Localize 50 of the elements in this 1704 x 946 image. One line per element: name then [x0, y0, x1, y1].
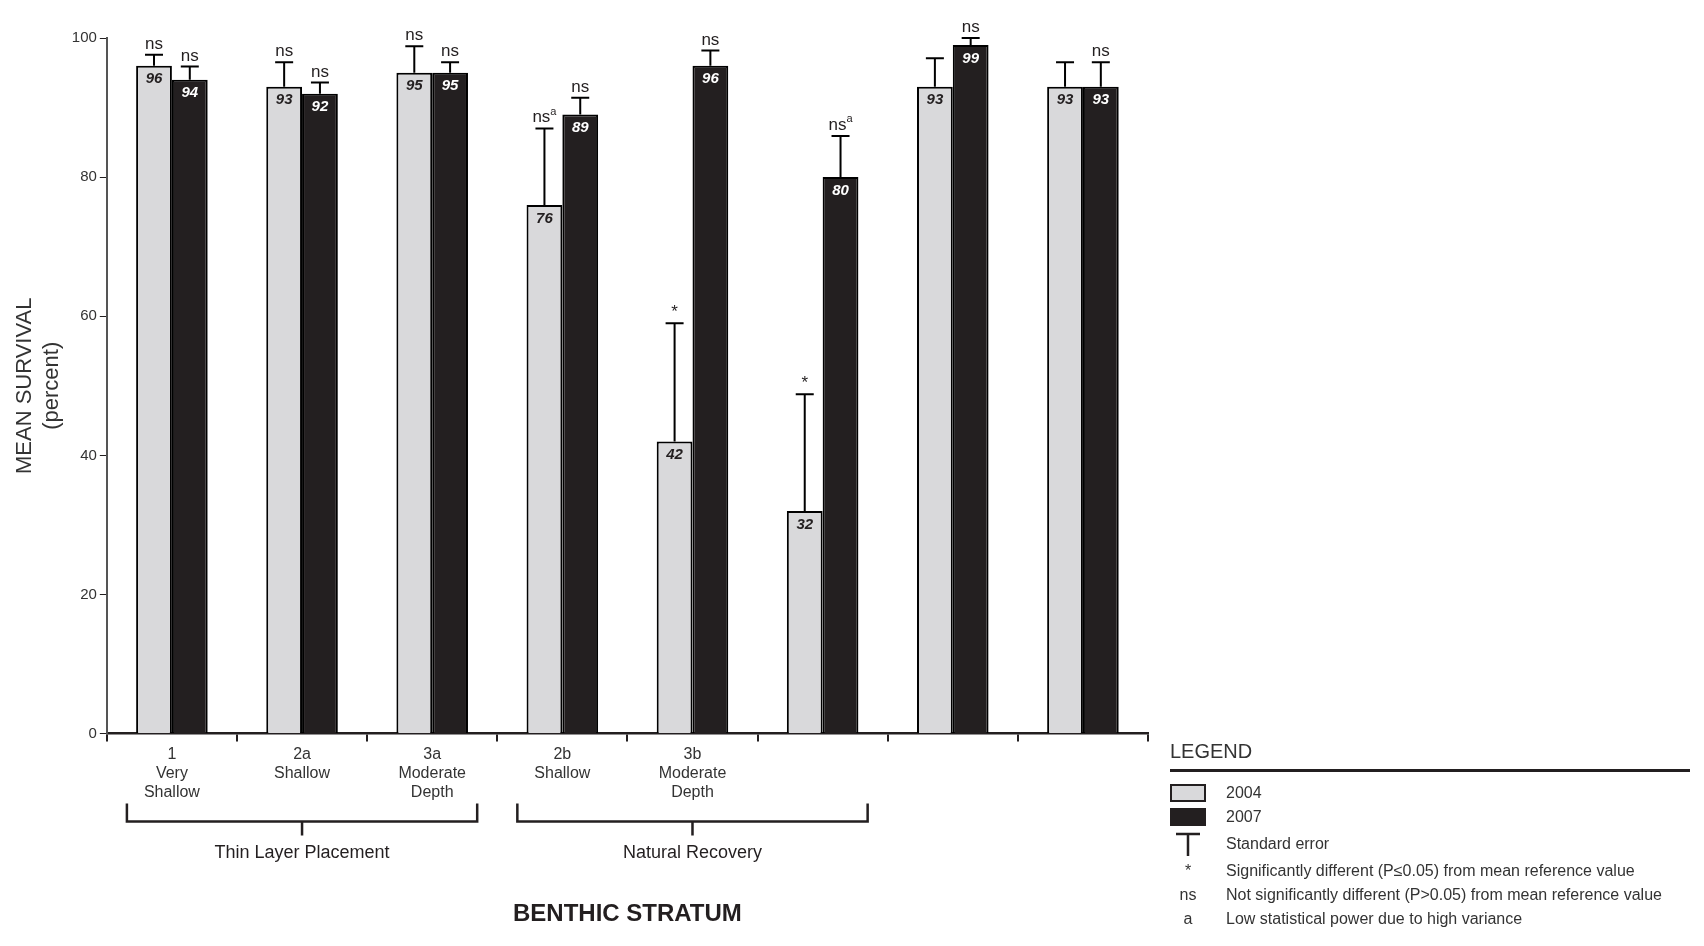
data-label: 95: [405, 76, 424, 94]
y-tick-label: 40: [80, 445, 97, 463]
annotation: ns: [310, 61, 329, 81]
legend-title: LEGEND: [1170, 740, 1690, 772]
data-label: 95: [441, 76, 460, 94]
data-label: 93: [1056, 90, 1075, 108]
data-label: 92: [311, 97, 329, 115]
data-label: 80: [832, 180, 850, 198]
x-tick-label: 3a Moderate Depth: [398, 744, 467, 801]
text: a Low statistical power due to high variance: [1183, 910, 1523, 927]
data-label: 93: [275, 90, 294, 108]
x-axis-title: BENTHIC STRATUM: [512, 899, 742, 927]
text: ns: [961, 17, 980, 36]
annotation: ns: [145, 33, 163, 53]
y-tick-label: 60: [80, 306, 97, 324]
x-tick-label: 2a Shallow: [274, 744, 331, 781]
text: Thin Layer Placement: [214, 841, 390, 862]
annotation: ns: [441, 41, 460, 61]
annotation: ns: [571, 76, 590, 96]
data-label: 93: [1092, 90, 1110, 108]
y-tick-label: 100: [71, 28, 97, 46]
y-axis-title: MEAN SURVIVAL (percent): [11, 297, 63, 475]
text: ns Not significantly different (P>0.05) from mean reference value: [1179, 886, 1662, 903]
data-label: 76: [536, 208, 554, 226]
y-tick-label: 0: [88, 723, 97, 741]
text: Standard error: [1226, 835, 1330, 853]
annotation: ns: [701, 29, 720, 49]
data-label: 32: [796, 514, 814, 532]
data-label: 42: [665, 445, 684, 463]
x-tick-label: 3b Moderate Depth: [658, 744, 727, 801]
annotation: ns: [1091, 41, 1110, 61]
annotation: ns: [180, 45, 199, 65]
legend-label: 2004: [1226, 784, 1262, 802]
y-tick-label: 80: [80, 167, 97, 185]
data-label: 93: [926, 90, 944, 108]
x-tick-label: 2b Shallow: [534, 744, 591, 781]
legend-label: 2007: [1226, 808, 1262, 826]
annotation: ns: [405, 25, 424, 45]
text: * Significantly different (P≤0.05) from mean reference value: [1184, 862, 1635, 879]
data-label: 99: [962, 48, 980, 66]
data-label: 96: [145, 69, 163, 87]
annotation: *: [801, 373, 809, 393]
annotation: *: [671, 302, 679, 322]
data-label: 89: [571, 118, 590, 136]
data-label: 96: [702, 69, 720, 87]
annotation: ns: [275, 41, 294, 61]
y-tick-label: 20: [80, 584, 97, 602]
x-tick-label: 1 Very Shallow: [143, 744, 201, 801]
data-label: 94: [181, 83, 199, 101]
text: Natural Recovery: [622, 841, 763, 862]
